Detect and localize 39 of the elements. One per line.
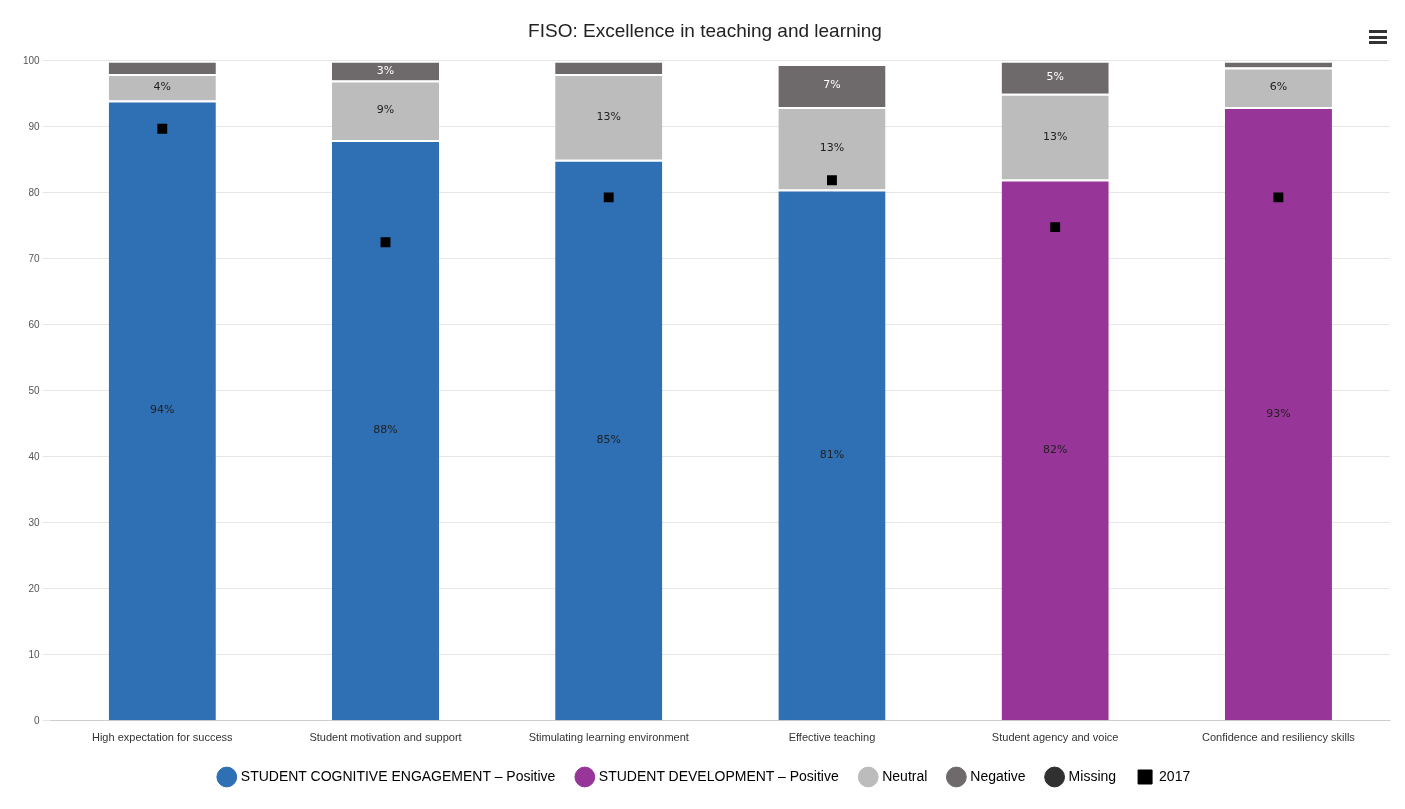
x-tick-label: Confidence and resiliency skills <box>1201 731 1356 744</box>
y-tick-label: 30 <box>28 516 41 528</box>
data-label: 81% <box>819 447 845 461</box>
data-label: 3% <box>376 63 395 77</box>
y-tick-label: 80 <box>28 186 41 198</box>
data-label: 4% <box>153 80 172 94</box>
y-tick-label: 50 <box>28 384 41 396</box>
legend-label: Negative <box>970 767 1026 784</box>
data-label: 13% <box>1042 129 1068 143</box>
legend-label: Neutral <box>882 767 928 784</box>
x-tick-label: Student agency and voice <box>991 731 1119 744</box>
data-label: 13% <box>819 141 845 155</box>
legend-label: Missing <box>1068 767 1117 784</box>
y-tick-label: 100 <box>23 54 41 66</box>
y-tick-label: 70 <box>28 252 41 264</box>
x-tick-label: Student motivation and support <box>309 731 462 744</box>
y-tick-label: 0 <box>34 714 41 726</box>
data-label: 13% <box>596 109 621 123</box>
y-tick-label: 90 <box>28 120 41 132</box>
legend-label: STUDENT DEVELOPMENT – Positive <box>598 767 839 784</box>
data-label: 6% <box>1269 80 1288 94</box>
x-tick-label: High expectation for success <box>91 731 234 744</box>
y-tick-label: 40 <box>28 450 41 462</box>
chart-title: FISO: Excellence in teaching and learning <box>528 19 882 41</box>
data-label: 85% <box>596 432 621 446</box>
y-tick-label: 10 <box>28 648 41 660</box>
data-label: 88% <box>373 423 398 437</box>
data-label: 7% <box>823 78 841 92</box>
data-label: 94% <box>150 403 175 417</box>
y-tick-label: 20 <box>28 582 41 594</box>
data-label: 5% <box>1046 70 1064 84</box>
x-tick-label: Effective teaching <box>788 731 876 744</box>
legend-label: 2017 <box>1159 767 1191 784</box>
data-label: 82% <box>1042 442 1068 456</box>
data-label: 93% <box>1266 406 1291 420</box>
data-label: 9% <box>376 103 395 117</box>
y-tick-label: 60 <box>28 318 41 330</box>
x-tick-label: Stimulating learning environment <box>528 731 689 744</box>
legend-label: STUDENT COGNITIVE ENGAGEMENT – Positive <box>240 767 556 784</box>
